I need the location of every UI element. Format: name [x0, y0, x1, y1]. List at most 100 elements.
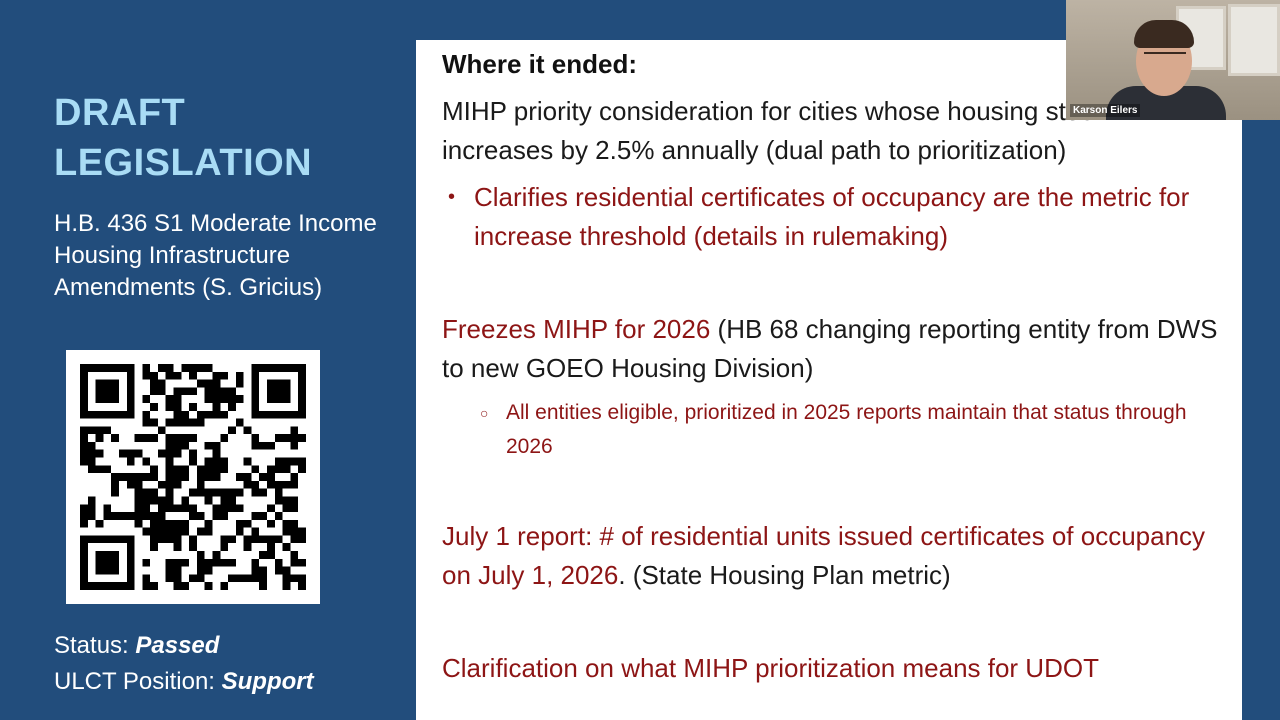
qr-module	[212, 387, 221, 396]
qr-module	[118, 512, 127, 520]
qr-module	[220, 535, 229, 544]
qr-code-icon	[66, 350, 320, 604]
qr-module	[212, 395, 221, 403]
qr-module	[220, 434, 229, 442]
qr-module	[103, 395, 112, 403]
qr-module	[111, 434, 119, 442]
qr-module	[235, 473, 244, 481]
paragraph-dual-path: MIHP priority consideration for cities w…	[442, 96, 1107, 165]
qr-module	[165, 574, 174, 583]
qr-module	[251, 402, 260, 411]
qr-module	[259, 488, 268, 497]
qr-module	[181, 434, 190, 442]
qr-module	[142, 582, 151, 590]
qr-module	[228, 504, 236, 513]
qr-module	[274, 410, 283, 419]
qr-module	[274, 395, 283, 403]
qr-module	[228, 496, 236, 505]
qr-module	[243, 426, 252, 435]
qr-module	[282, 364, 291, 372]
qr-module	[142, 410, 151, 419]
qr-module	[251, 441, 260, 450]
qr-module	[196, 473, 205, 481]
qr-module	[251, 410, 260, 419]
qr-module	[290, 441, 299, 450]
qr-module	[189, 434, 197, 442]
qr-module	[290, 504, 299, 513]
qr-module	[142, 488, 151, 497]
qr-module	[111, 535, 119, 544]
qr-module	[259, 574, 268, 583]
qr-module	[157, 512, 166, 520]
qr-module	[290, 574, 299, 583]
qr-module	[220, 558, 229, 567]
qr-module	[189, 488, 197, 497]
qr-module	[282, 543, 291, 552]
qr-module	[80, 426, 88, 435]
qr-module	[189, 574, 197, 583]
qr-module	[103, 379, 112, 388]
qr-module	[243, 480, 252, 489]
draft-legislation-title: DRAFT LEGISLATION	[54, 88, 312, 188]
qr-module	[274, 457, 283, 466]
qr-module	[282, 566, 291, 575]
qr-module	[111, 558, 119, 567]
qr-module	[251, 558, 260, 567]
qr-module	[243, 519, 252, 528]
qr-module	[118, 449, 127, 458]
qr-module	[290, 535, 299, 544]
qr-module	[228, 488, 236, 497]
person-hair	[1134, 20, 1194, 48]
left-panel: DRAFT LEGISLATION H.B. 436 S1 Moderate I…	[0, 0, 410, 720]
qr-module	[212, 371, 221, 380]
qr-module	[298, 402, 306, 411]
qr-module	[134, 512, 143, 520]
qr-module	[259, 441, 268, 450]
qr-module	[181, 504, 190, 513]
qr-module	[126, 551, 135, 559]
qr-module	[298, 395, 306, 403]
qr-module	[189, 504, 197, 513]
qr-module	[274, 566, 283, 575]
qr-module	[111, 551, 119, 559]
qr-module	[173, 441, 182, 450]
qr-module	[150, 535, 158, 544]
qr-module	[282, 480, 291, 489]
webcam-video-tile[interactable]: Karson Eilers	[1066, 0, 1280, 120]
qr-module	[111, 512, 119, 520]
qr-module	[126, 574, 135, 583]
qr-module	[95, 434, 104, 442]
qr-module	[165, 566, 174, 575]
qr-module	[126, 395, 135, 403]
qr-module	[95, 449, 104, 458]
qr-module	[298, 457, 306, 466]
qr-module	[298, 535, 306, 544]
qr-module	[204, 496, 213, 505]
qr-module	[204, 465, 213, 474]
qr-module	[282, 395, 291, 403]
qr-module	[157, 535, 166, 544]
status-label: Status:	[54, 632, 136, 659]
qr-module	[134, 480, 143, 489]
qr-module	[189, 364, 197, 372]
qr-module	[103, 465, 112, 474]
qr-module	[204, 527, 213, 536]
qr-module	[157, 480, 166, 489]
bullet-text: Clarifies residential certificates of oc…	[474, 182, 1190, 251]
report-detail: . (State Housing Plan metric)	[618, 560, 951, 590]
qr-module	[235, 379, 244, 388]
qr-module	[95, 387, 104, 396]
qr-module	[282, 574, 291, 583]
qr-module	[165, 535, 174, 544]
qr-module	[111, 379, 119, 388]
qr-module	[173, 410, 182, 419]
participant-name: Karson Eilers	[1070, 104, 1141, 117]
status-line: Status: Passed	[54, 631, 219, 661]
qr-module	[251, 364, 260, 372]
qr-module	[243, 543, 252, 552]
qr-module	[80, 582, 88, 590]
qr-module	[95, 582, 104, 590]
qr-module	[150, 512, 158, 520]
qr-module	[220, 457, 229, 466]
qr-module	[181, 473, 190, 481]
